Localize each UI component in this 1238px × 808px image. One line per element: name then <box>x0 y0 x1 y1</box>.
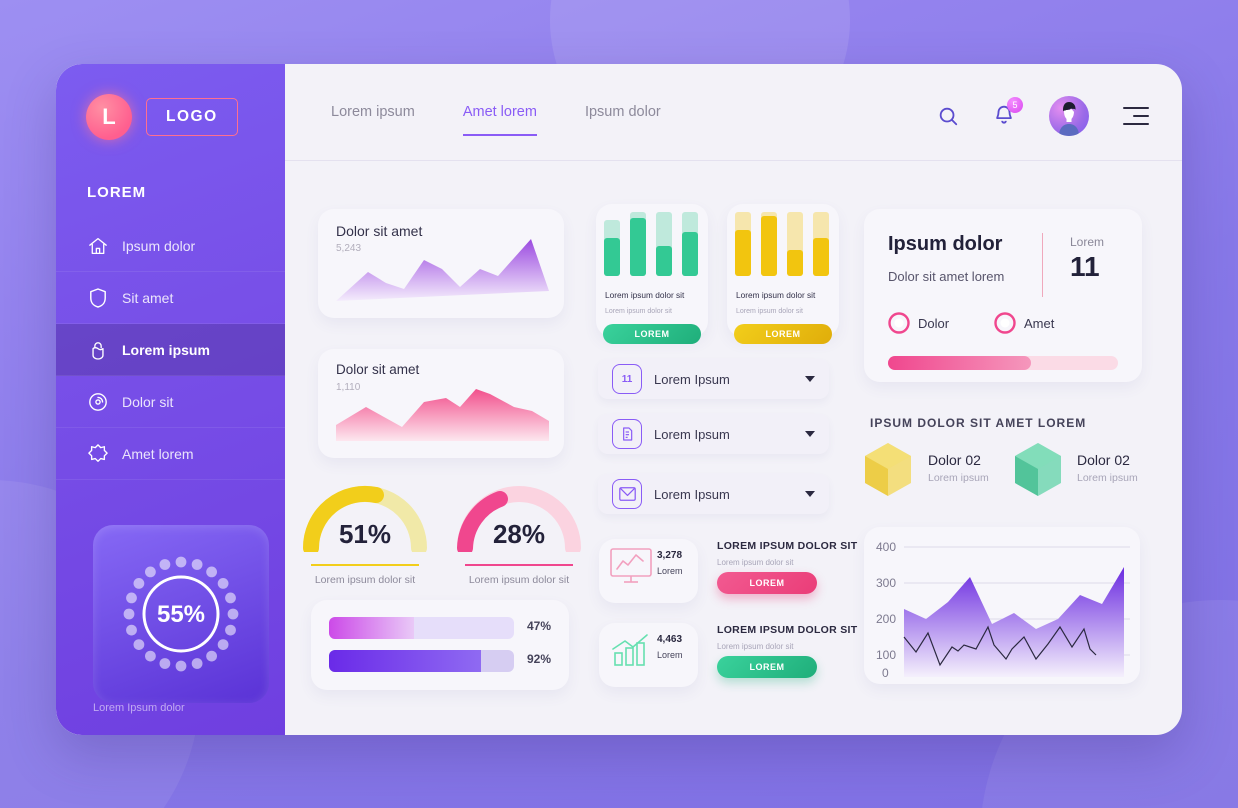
svg-text:200: 200 <box>876 612 896 626</box>
svg-text:300: 300 <box>876 576 896 590</box>
svg-text:0: 0 <box>882 666 889 680</box>
svg-text:100: 100 <box>876 648 896 662</box>
svg-text:400: 400 <box>876 540 896 554</box>
svg-text:55%: 55% <box>157 601 205 628</box>
